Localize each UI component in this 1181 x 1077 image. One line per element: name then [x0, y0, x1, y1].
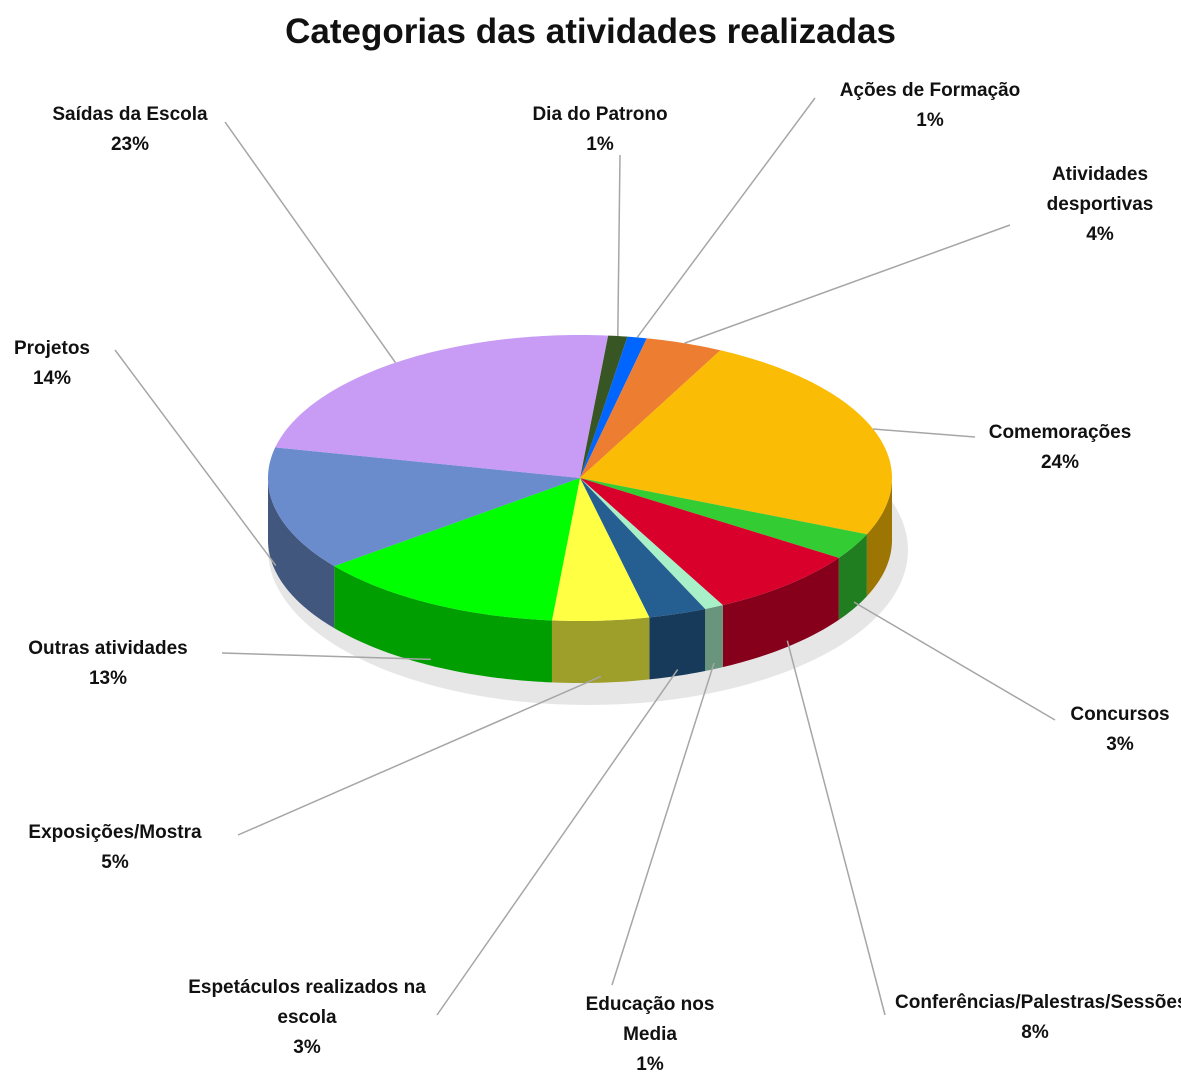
slice: [580, 478, 706, 618]
slice: [580, 335, 628, 478]
leader-line: [221, 652, 431, 661]
data-label: Ações de Formação 1%: [810, 76, 1050, 136]
data-label: Projetos 14%: [0, 334, 112, 394]
data-label: Dia do Patrono 1%: [500, 100, 700, 160]
slice-side: [268, 478, 335, 629]
leader-line: [786, 640, 886, 1016]
category-label: Concursos: [1070, 704, 1170, 725]
data-label: Exposições/Mostra 5%: [0, 818, 230, 878]
leader-line: [873, 428, 976, 438]
leader-line: [636, 97, 816, 338]
data-label: Educação nos Media 1%: [565, 990, 735, 1077]
value-label: 14%: [32, 368, 72, 389]
slice: [551, 478, 650, 621]
slice-side: [705, 605, 723, 671]
data-label: Comemorações 24%: [970, 418, 1150, 478]
slice: [580, 336, 647, 478]
category-label: Ações de Formação: [839, 80, 1021, 101]
value-label: 8%: [1021, 1022, 1049, 1043]
slice-side: [551, 617, 650, 683]
slice-side: [334, 566, 552, 683]
slice: [580, 338, 721, 478]
leader-line: [224, 121, 397, 364]
data-label: Saídas da Escola 23%: [10, 100, 250, 160]
leader-line: [853, 601, 1056, 721]
data-label: Outras atividades 13%: [0, 634, 218, 694]
slice: [275, 335, 609, 478]
value-label: 24%: [1040, 452, 1080, 473]
category-label: Espetáculos realizados na escola: [188, 977, 426, 1028]
leader-line: [114, 349, 277, 567]
category-label: Projetos: [13, 338, 91, 359]
value-label: 1%: [586, 134, 614, 155]
slice: [580, 478, 839, 606]
category-label: Exposições/Mostra: [28, 822, 202, 843]
value-label: 3%: [1106, 734, 1134, 755]
value-label: 4%: [1086, 224, 1114, 245]
slice: [334, 478, 580, 621]
slice-side: [866, 478, 892, 597]
slice: [580, 478, 867, 558]
value-label: 3%: [293, 1037, 321, 1058]
data-label: Conferências/Palestras/Sessões 8%: [895, 988, 1181, 1048]
slice-side: [838, 534, 867, 620]
leader-line: [611, 662, 715, 986]
data-label: Espetáculos realizados na escola 3%: [167, 973, 447, 1063]
chart-title: Categorias das atividades realizadas: [285, 12, 896, 51]
category-label: Atividades desportivas: [1046, 164, 1154, 215]
category-label: Educação nos Media: [585, 994, 715, 1045]
leader-line: [436, 669, 679, 1016]
value-label: 5%: [101, 852, 129, 873]
value-label: 1%: [916, 110, 944, 131]
category-label: Dia do Patrono: [532, 104, 668, 125]
data-label: Concursos 3%: [1050, 700, 1181, 760]
leader-line: [237, 675, 602, 836]
slice-side: [649, 608, 706, 680]
data-label: Atividades desportivas 4%: [1030, 160, 1170, 250]
category-label: Saídas da Escola: [52, 104, 208, 125]
category-label: Outras atividades: [28, 638, 188, 659]
leader-line: [684, 224, 1011, 344]
slice: [268, 447, 580, 567]
category-label: Conferências/Palestras/Sessões: [895, 992, 1181, 1013]
value-label: 23%: [110, 134, 150, 155]
value-label: 1%: [636, 1054, 664, 1075]
leader-line: [617, 154, 621, 337]
slice: [580, 350, 892, 535]
value-label: 13%: [88, 668, 128, 689]
slice-side: [722, 557, 839, 668]
slice: [580, 478, 723, 609]
category-label: Comemorações: [988, 422, 1132, 443]
